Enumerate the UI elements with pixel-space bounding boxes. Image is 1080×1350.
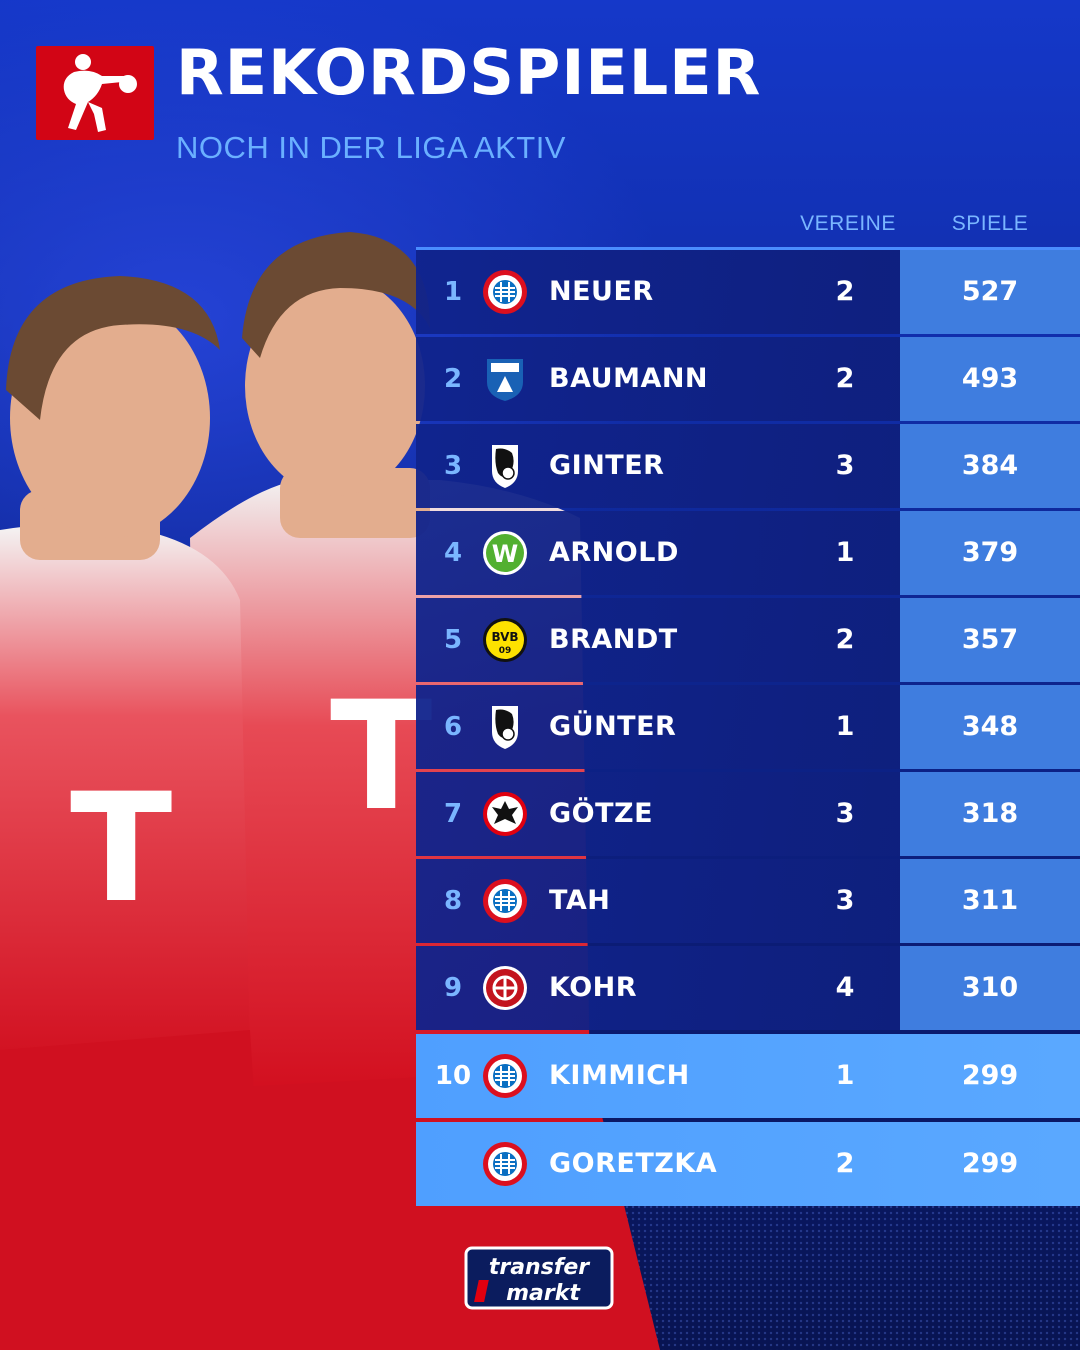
player-name: BAUMANN [549,363,709,394]
wolfsburg-crest-icon: W [483,531,527,575]
column-header-spiele: SPIELE [951,212,1029,235]
row-rank: 1 [443,277,463,307]
row-rank: 6 [443,712,463,742]
bayern-crest-icon [483,270,527,314]
vereine-value: 1 [835,1060,855,1091]
table-row: 8 TAH 3 311 [416,859,1080,943]
vereine-value: 2 [835,276,855,307]
table-row: 5 BVB 09 BRANDT 2 357 [416,598,1080,682]
player-name: TAH [549,885,611,916]
bayern-crest-icon [483,879,527,923]
row-rank: 10 [434,1061,472,1091]
column-header-vereine: VEREINE [800,212,896,235]
spiele-cell-bg [900,859,1080,943]
spiele-cell-bg [900,685,1080,769]
table-row-highlight: 10 KIMMICH 1 299 [416,1034,1080,1118]
spiele-value: 310 [961,972,1019,1003]
dortmund-crest-icon: BVB 09 [483,618,527,662]
player-name: BRANDT [549,624,678,655]
table-row: 2 BAUMANN 2 493 [416,337,1080,421]
svg-text:markt: markt [506,1281,581,1306]
spiele-cell-bg [900,598,1080,682]
svg-text:transfer: transfer [489,1255,590,1280]
vereine-value: 2 [835,363,855,394]
page-subtitle: NOCH IN DER LIGA AKTIV [176,130,566,165]
spiele-value: 299 [961,1148,1019,1179]
table-row: 3 GINTER 3 384 [416,424,1080,508]
row-rank: 8 [443,886,463,916]
spiele-value: 318 [961,798,1019,829]
player-name: ARNOLD [549,537,679,568]
row-rank [430,1122,476,1206]
svg-text:09: 09 [499,646,512,656]
spiele-cell-bg [900,772,1080,856]
vereine-value: 3 [835,798,855,829]
table-row: 9 KOHR 4 310 [416,946,1080,1030]
table-row: 4 W ARNOLD 1 379 [416,511,1080,595]
svg-text:T: T [330,670,432,844]
player-name: GORETZKA [549,1148,718,1179]
spiele-value: 493 [961,363,1019,394]
spiele-cell-bg [900,511,1080,595]
bayern-crest-icon [483,1142,527,1186]
table-row: 6 GÜNTER 1 348 [416,685,1080,769]
row-rank: 2 [443,364,463,394]
table-row: 1 NEUER 2 527 [416,250,1080,334]
svg-text:W: W [492,540,518,568]
row-rank: 7 [443,799,463,829]
player-name: KOHR [549,972,638,1003]
freiburg-crest-icon [492,706,518,749]
player-photo-front: T [0,276,270,1350]
row-rank: 3 [443,451,463,481]
page-title: REKORDSPIELER [176,36,762,109]
vereine-value: 2 [835,624,855,655]
player-name: NEUER [549,276,654,307]
hoffenheim-crest-icon [487,359,523,401]
spiele-value: 348 [961,711,1019,742]
mainz-crest-icon [483,966,527,1010]
row-rank: 4 [443,538,463,568]
row-rank: 9 [443,973,463,1003]
transfermarkt-logo: transfer markt [464,1246,614,1310]
bundesliga-player-icon [63,54,137,132]
player-name: GINTER [549,450,665,481]
spiele-value: 357 [961,624,1019,655]
bundesliga-logo [36,46,154,140]
player-name: GÜNTER [549,711,677,742]
svg-text:T: T [70,762,172,936]
vereine-value: 1 [835,711,855,742]
freiburg-crest-icon [492,445,518,488]
spiele-cell-bg [900,250,1080,334]
frankfurt-crest-icon [483,792,527,836]
spiele-value: 299 [961,1060,1019,1091]
player-name: GÖTZE [549,798,654,829]
spiele-cell-bg [900,337,1080,421]
table-row-highlight: GORETZKA 2 299 [416,1122,1080,1206]
spiele-cell-bg [900,424,1080,508]
row-rank: 5 [443,625,463,655]
spiele-value: 384 [961,450,1019,481]
player-name: KIMMICH [549,1060,690,1091]
vereine-value: 2 [835,1148,855,1179]
table-top-divider [416,247,1080,250]
table-row: 7 GÖTZE 3 318 [416,772,1080,856]
svg-text:BVB: BVB [491,630,518,644]
spiele-value: 379 [961,537,1019,568]
vereine-value: 4 [835,972,855,1003]
vereine-value: 1 [835,537,855,568]
spiele-cell-bg [900,946,1080,1030]
spiele-value: 527 [961,276,1019,307]
vereine-value: 3 [835,450,855,481]
spiele-value: 311 [961,885,1019,916]
vereine-value: 3 [835,885,855,916]
bayern-crest-icon [483,1054,527,1098]
